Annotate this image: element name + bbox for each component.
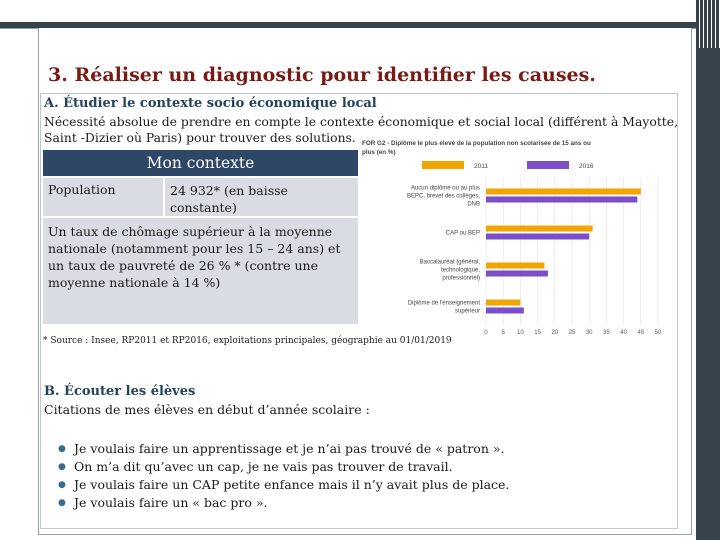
quote-item: ● Je voulais faire un CAP petite enfance … <box>58 476 509 494</box>
bar-2016 <box>486 307 524 314</box>
top-decoration <box>0 0 720 29</box>
unemployment-text: Un taux de chômage supérieur à la moyenn… <box>43 218 358 324</box>
right-decoration <box>696 0 720 540</box>
x-tick-label: 20 <box>551 330 558 336</box>
category-label: DNB <box>467 202 480 208</box>
bar-2011 <box>486 299 521 306</box>
category-label: supérieur <box>455 309 480 315</box>
bar-2016 <box>486 270 548 277</box>
legend-swatch <box>422 161 464 169</box>
category-label: Diplôme de l'enseignement <box>408 301 481 307</box>
bar-2016 <box>486 233 590 240</box>
bar-2011 <box>486 225 593 232</box>
category-label: Aucun diplôme ou au plus <box>411 186 480 192</box>
x-tick-label: 10 <box>517 330 524 336</box>
legend-label: 2011 <box>474 163 488 170</box>
bar-2011 <box>486 262 545 269</box>
quote-text: Je voulais faire un CAP petite enfance m… <box>74 477 510 492</box>
right-stripes <box>696 0 720 48</box>
x-tick-label: 45 <box>637 330 644 336</box>
category-label: professionnel) <box>442 276 480 282</box>
chart-title-line-2: plus (en %) <box>362 149 396 156</box>
x-tick-label: 30 <box>586 330 593 336</box>
quote-item: ● Je voulais faire un « bac pro ». <box>58 494 509 512</box>
population-row: Population 24 932* (en baisse constante) <box>43 176 358 216</box>
section-a-title: A. Étudier le contexte socio économique … <box>44 96 377 111</box>
quote-text: On m’a dit qu’avec un cap, je ne vais pa… <box>74 459 453 474</box>
section-b-title: B. Écouter les élèves <box>44 384 196 399</box>
population-label: Population <box>43 178 163 216</box>
legend-swatch <box>527 161 569 169</box>
quote-text: Je voulais faire un apprentissage et je … <box>74 441 505 456</box>
x-tick-label: 0 <box>484 330 488 336</box>
diploma-chart: FOR G2 - Diplôme le plus élevé de la pop… <box>362 133 662 338</box>
bullet-icon: ● <box>58 498 66 508</box>
diploma-chart-svg: FOR G2 - Diplôme le plus élevé de la pop… <box>362 140 662 336</box>
x-tick-label: 15 <box>534 330 541 336</box>
category-label: CAP ou BEP <box>446 231 480 237</box>
category-label: Baccalauréat (général, <box>420 260 481 266</box>
bullet-icon: ● <box>58 444 66 454</box>
section-b-subtitle: Citations de mes élèves en début d’année… <box>44 402 370 417</box>
top-dark-band <box>0 22 696 28</box>
x-tick-label: 35 <box>603 330 610 336</box>
section-a-text: Nécessité absolue de prendre en compte l… <box>44 114 679 145</box>
quote-item: ● Je voulais faire un apprentissage et je… <box>58 440 509 458</box>
x-tick-label: 50 <box>655 330 662 336</box>
x-tick-label: 5 <box>502 330 506 336</box>
slide-title: 3. Réaliser un diagnostic pour identifie… <box>48 64 596 86</box>
context-table-header: Mon contexte <box>43 150 358 176</box>
quote-item: ● On m’a dit qu’avec un cap, je ne vais p… <box>58 458 509 476</box>
bar-2016 <box>486 196 638 203</box>
category-label: BEPC, brevet des collèges, <box>407 194 480 200</box>
source-note: * Source : Insee, RP2011 et RP2016, expl… <box>43 336 452 346</box>
population-value: 24 932* (en baisse constante) <box>165 178 358 216</box>
x-tick-label: 40 <box>620 330 627 336</box>
chart-title-line-1: FOR G2 - Diplôme le plus élevé de la pop… <box>362 140 591 147</box>
x-tick-label: 25 <box>569 330 576 336</box>
quotes-list: ● Je voulais faire un apprentissage et je… <box>58 440 509 512</box>
category-label: technologique, <box>441 268 480 274</box>
bullet-icon: ● <box>58 462 66 472</box>
bar-2011 <box>486 188 641 195</box>
legend-label: 2016 <box>579 163 594 170</box>
bullet-icon: ● <box>58 480 66 490</box>
content-border <box>40 93 678 529</box>
quote-text: Je voulais faire un « bac pro ». <box>74 495 268 510</box>
